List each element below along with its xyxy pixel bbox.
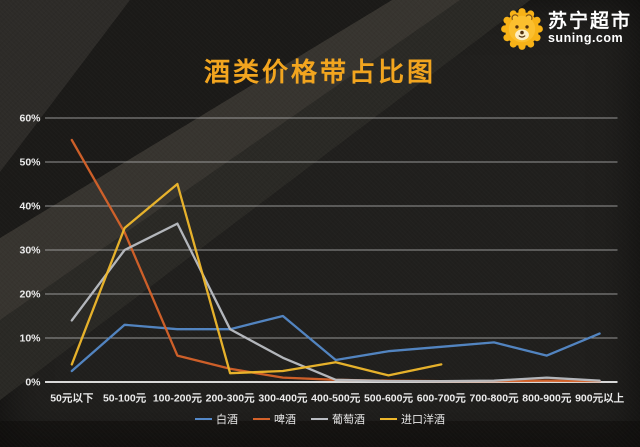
brand-domain: suning.com	[547, 31, 624, 46]
series-line-白酒	[70, 314, 601, 373]
lion-icon	[501, 8, 543, 50]
legend-item-啤酒: 啤酒	[253, 411, 296, 427]
y-tick-label: 30%	[19, 245, 41, 257]
y-tick-label: 50%	[19, 157, 41, 169]
legend-swatch-icon	[311, 418, 328, 420]
x-tick-label: 500-600元	[364, 393, 414, 405]
brand-text: 苏宁超市 suning.com	[548, 12, 632, 45]
series-line-啤酒	[70, 138, 601, 383]
legend-swatch-icon	[253, 418, 270, 420]
bg-facet-bottom-strip	[0, 421, 640, 447]
legend-label: 啤酒	[274, 414, 296, 426]
legend-swatch-icon	[195, 418, 212, 420]
legend-label: 进口洋酒	[401, 414, 445, 426]
series-line-进口洋酒	[70, 182, 443, 377]
brand-name-cn: 苏宁超市	[547, 11, 632, 33]
y-tick-label: 60%	[19, 113, 41, 125]
legend-item-白酒: 白酒	[195, 411, 238, 427]
legend-item-进口洋酒: 进口洋酒	[380, 411, 445, 427]
y-tick-label: 20%	[19, 289, 41, 301]
y-tick-label: 0%	[25, 377, 41, 389]
legend-label: 葡萄酒	[332, 414, 365, 426]
x-tick-label: 50元以下	[50, 393, 94, 405]
x-tick-label: 800-900元	[522, 393, 572, 405]
chart-legend: 白酒 啤酒 葡萄酒 进口洋酒	[0, 411, 640, 427]
x-tick-label: 400-500元	[311, 393, 361, 405]
legend-label: 白酒	[216, 414, 238, 426]
x-tick-label: 50-100元	[103, 393, 147, 405]
x-tick-label: 900元以上	[575, 392, 625, 405]
legend-swatch-icon	[380, 418, 397, 420]
x-tick-label: 300-400元	[258, 393, 308, 405]
x-tick-label: 200-300元	[206, 393, 256, 405]
legend-item-葡萄酒: 葡萄酒	[311, 411, 365, 427]
y-tick-label: 10%	[19, 333, 41, 345]
suning-logo: 苏宁超市 suning.com	[501, 8, 632, 50]
y-tick-label: 40%	[19, 201, 41, 213]
x-tick-label: 600-700元	[417, 393, 467, 405]
series-line-葡萄酒	[70, 222, 601, 383]
page-title: 酒类价格带占比图	[203, 57, 436, 87]
x-tick-label: 700-800元	[470, 393, 520, 405]
x-tick-label: 100-200元	[153, 393, 203, 405]
